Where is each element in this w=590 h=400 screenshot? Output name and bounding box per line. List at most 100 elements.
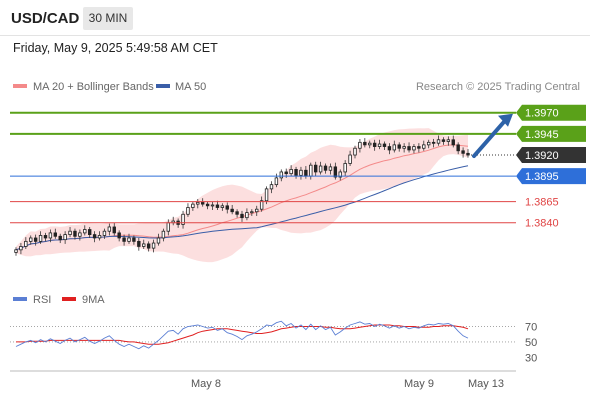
bollinger-band (16, 128, 468, 263)
candle-body (166, 222, 171, 232)
candle-body (200, 202, 205, 205)
candle-body (92, 234, 97, 239)
candle-body (53, 232, 58, 237)
candle (83, 225, 87, 236)
x-tick-label: May 13 (468, 378, 504, 390)
legend-swatch-ma20 (13, 84, 27, 88)
candle (63, 231, 67, 244)
timeframe-button[interactable]: 30 MIN (83, 7, 133, 30)
candle (441, 137, 446, 145)
candle-body (289, 169, 293, 175)
credit-text: Research © 2025 Trading Central (416, 81, 580, 93)
candle (19, 243, 23, 255)
forecast-arrow-shaft (472, 118, 507, 159)
candle-body (210, 204, 215, 207)
candle (461, 147, 465, 158)
candle (181, 210, 185, 229)
candle-body (48, 232, 53, 239)
candle-body (304, 169, 308, 177)
candle (372, 139, 377, 151)
candle-body (196, 202, 200, 205)
candle (191, 201, 195, 211)
candle-body (78, 232, 82, 237)
rsi-line (15, 320, 469, 350)
level-label: 1.3865 (525, 197, 559, 209)
candle (348, 150, 352, 167)
candle-body (38, 235, 43, 242)
chart-header: USD/CAD 30 MIN (0, 0, 590, 36)
candle (235, 209, 239, 218)
candle-body (397, 144, 401, 149)
candle (102, 228, 107, 239)
candle-body (43, 235, 48, 239)
main-plot-area (14, 128, 470, 263)
candle-body (112, 226, 116, 234)
candle (156, 233, 161, 246)
candle (97, 231, 102, 241)
legend-swatch-rsi (13, 297, 27, 301)
candle (240, 210, 244, 222)
candle (43, 232, 48, 242)
candle-body (33, 237, 38, 242)
candle (186, 203, 190, 217)
candle-body (377, 143, 382, 147)
candle-body (264, 188, 269, 202)
x-tick-label: May 8 (191, 378, 221, 390)
candle-body (58, 235, 62, 241)
x-tick-label: May 9 (404, 378, 434, 390)
rsi-plot-area: 70 50 30 (10, 320, 537, 364)
candle (294, 166, 298, 179)
candle (73, 228, 77, 240)
candle-body (412, 146, 416, 151)
candle (205, 201, 210, 210)
candle-body (363, 141, 367, 146)
candle-body (142, 243, 146, 247)
candle-body (417, 146, 421, 149)
level-label: 1.3895 (525, 171, 559, 183)
level-label: 1.3840 (525, 218, 559, 230)
candle-body (255, 208, 259, 213)
candle-body (269, 184, 274, 190)
rsi-tick-label: 70 (525, 322, 537, 334)
candle (196, 199, 200, 209)
candle (220, 203, 225, 211)
candle-body (451, 139, 455, 146)
candle-body (274, 177, 279, 186)
candle-body (87, 229, 92, 235)
candle-body (156, 237, 161, 244)
candle (24, 237, 28, 249)
legend-label-rsi: RSI (33, 294, 51, 306)
candle-body (146, 243, 151, 249)
candle-body (382, 143, 387, 147)
candle-body (441, 139, 446, 142)
candle-body (151, 242, 156, 249)
candle (151, 239, 156, 253)
level-tag (516, 125, 586, 142)
candle (368, 140, 372, 149)
candle (48, 229, 53, 243)
candle (333, 162, 338, 180)
x-axis-ticks: May 8 May 9 May 13 (191, 378, 504, 390)
candle (382, 141, 387, 150)
candle (53, 228, 58, 239)
candle-body (353, 147, 357, 156)
candle-body (372, 142, 377, 147)
candle (269, 181, 274, 194)
candle (289, 165, 293, 177)
candle-body (186, 207, 190, 215)
candle (255, 205, 259, 216)
candle-body (250, 211, 254, 214)
ma50-line (15, 165, 469, 251)
candle-body (215, 204, 220, 208)
candle (210, 201, 215, 211)
candle (58, 233, 62, 244)
candle-body (279, 171, 284, 179)
candle (387, 143, 392, 155)
candle (259, 196, 264, 212)
candle (33, 234, 38, 246)
candle-body (284, 171, 288, 175)
candle (245, 208, 249, 221)
candle-body (313, 164, 318, 173)
candle (68, 226, 72, 238)
candle (451, 135, 455, 148)
